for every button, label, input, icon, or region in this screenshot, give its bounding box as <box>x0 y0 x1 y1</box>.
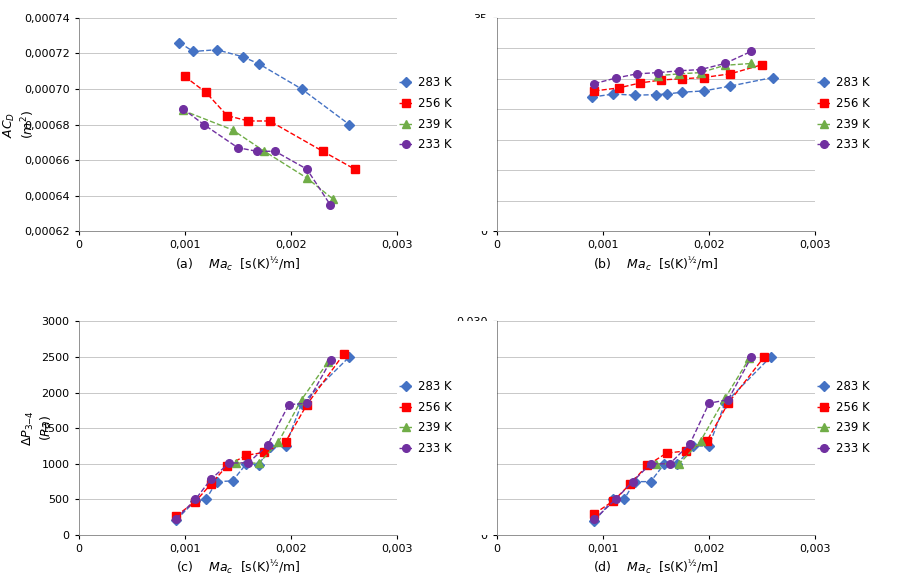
X-axis label: (d)    $Ma_c$  [s(K)$^{½}$/m]: (d) $Ma_c$ [s(K)$^{½}$/m] <box>593 558 719 576</box>
Legend: 283 K, 256 K, 239 K, 233 K: 283 K, 256 K, 239 K, 233 K <box>398 75 453 152</box>
Y-axis label: $\Delta P_{3\mathregular{-}4}/P_3$: $\Delta P_{3\mathregular{-}4}/P_3$ <box>444 402 459 455</box>
X-axis label: (b)    $Ma_c$  [s(K)$^{½}$/m]: (b) $Ma_c$ [s(K)$^{½}$/m] <box>593 255 719 273</box>
Y-axis label: $\Delta P_{3\mathregular{-}4}$
$(Pa)$: $\Delta P_{3\mathregular{-}4}$ $(Pa)$ <box>21 410 54 446</box>
X-axis label: (a)    $Ma_c$  [s(K)$^{½}$/m]: (a) $Ma_c$ [s(K)$^{½}$/m] <box>176 255 300 273</box>
X-axis label: (c)    $Ma_c$  [s(K)$^{½}$/m]: (c) $Ma_c$ [s(K)$^{½}$/m] <box>176 558 300 576</box>
Y-axis label: $\Delta P_{3\mathregular{-}4}/q_{ref}$: $\Delta P_{3\mathregular{-}4}/q_{ref}$ <box>461 93 478 156</box>
Legend: 283 K, 256 K, 239 K, 233 K: 283 K, 256 K, 239 K, 233 K <box>816 379 871 456</box>
Legend: 283 K, 256 K, 239 K, 233 K: 283 K, 256 K, 239 K, 233 K <box>816 75 871 152</box>
Legend: 283 K, 256 K, 239 K, 233 K: 283 K, 256 K, 239 K, 233 K <box>398 379 453 456</box>
Y-axis label: $AC_D$
$(m^2)$: $AC_D$ $(m^2)$ <box>2 110 37 139</box>
